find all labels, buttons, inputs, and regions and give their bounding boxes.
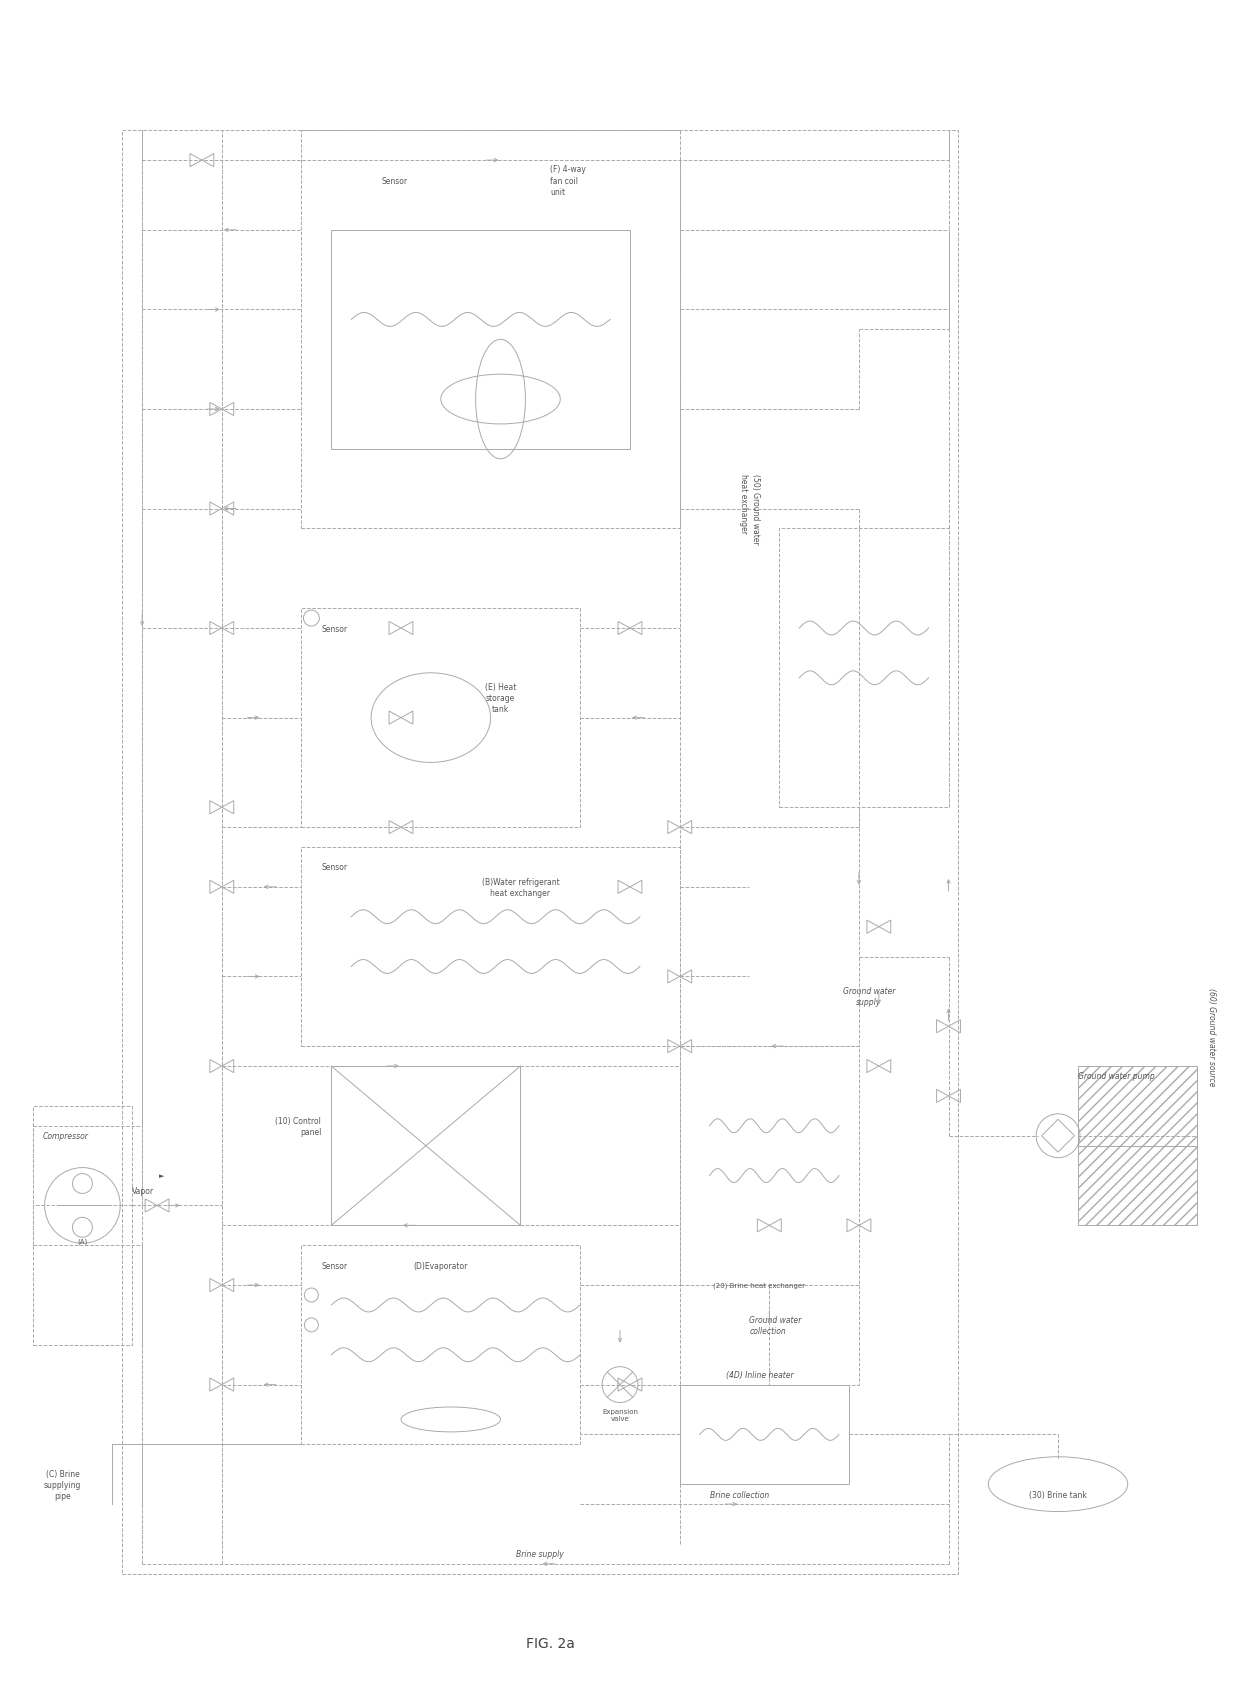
Bar — [331, 230, 630, 449]
Text: Ground water
supply: Ground water supply — [843, 987, 895, 1007]
Bar — [123, 131, 959, 1574]
Text: (4D) Inline heater: (4D) Inline heater — [725, 1371, 794, 1379]
Text: Sensor: Sensor — [381, 176, 407, 186]
Text: Sensor: Sensor — [321, 864, 347, 872]
Bar — [779, 529, 949, 807]
Bar — [1078, 1067, 1198, 1145]
Text: Ground water
collection: Ground water collection — [749, 1314, 802, 1335]
Text: FIG. 2a: FIG. 2a — [526, 1637, 575, 1651]
Text: Sensor: Sensor — [321, 1261, 347, 1270]
Bar — [680, 1384, 849, 1485]
Text: Compressor: Compressor — [42, 1132, 88, 1140]
Text: (B)Water refrigerant
heat exchanger: (B)Water refrigerant heat exchanger — [481, 877, 559, 898]
Bar — [301, 131, 680, 529]
Text: (50) Ground water
heat exchanger: (50) Ground water heat exchanger — [739, 475, 760, 545]
Text: Brine supply: Brine supply — [517, 1550, 564, 1558]
Text: (C) Brine
supplying
pipe: (C) Brine supplying pipe — [43, 1468, 81, 1500]
Bar — [32, 1106, 133, 1345]
Bar — [301, 848, 680, 1046]
Text: Brine collection: Brine collection — [709, 1490, 769, 1499]
Text: (60) Ground water source: (60) Ground water source — [1208, 987, 1216, 1086]
Text: (20) Brine heat exchanger: (20) Brine heat exchanger — [713, 1282, 805, 1289]
Text: Ground water pump: Ground water pump — [1078, 1072, 1154, 1081]
Bar — [301, 609, 580, 828]
Text: Expansion
valve: Expansion valve — [601, 1408, 639, 1422]
Bar — [331, 1067, 521, 1226]
Text: (30) Brine tank: (30) Brine tank — [1029, 1490, 1087, 1499]
Bar — [301, 1246, 580, 1444]
Text: (10) Control
panel: (10) Control panel — [275, 1116, 321, 1137]
Text: (A): (A) — [77, 1238, 88, 1244]
Bar — [680, 1046, 859, 1285]
Text: (E) Heat
storage
tank: (E) Heat storage tank — [485, 683, 516, 714]
Text: (D)Evaporator: (D)Evaporator — [414, 1261, 467, 1270]
Text: ►: ► — [160, 1173, 165, 1180]
Bar — [1078, 1145, 1198, 1226]
Text: Vapor: Vapor — [133, 1186, 154, 1195]
Text: (F) 4-way
fan coil
unit: (F) 4-way fan coil unit — [551, 166, 587, 196]
Text: Sensor: Sensor — [321, 625, 347, 633]
